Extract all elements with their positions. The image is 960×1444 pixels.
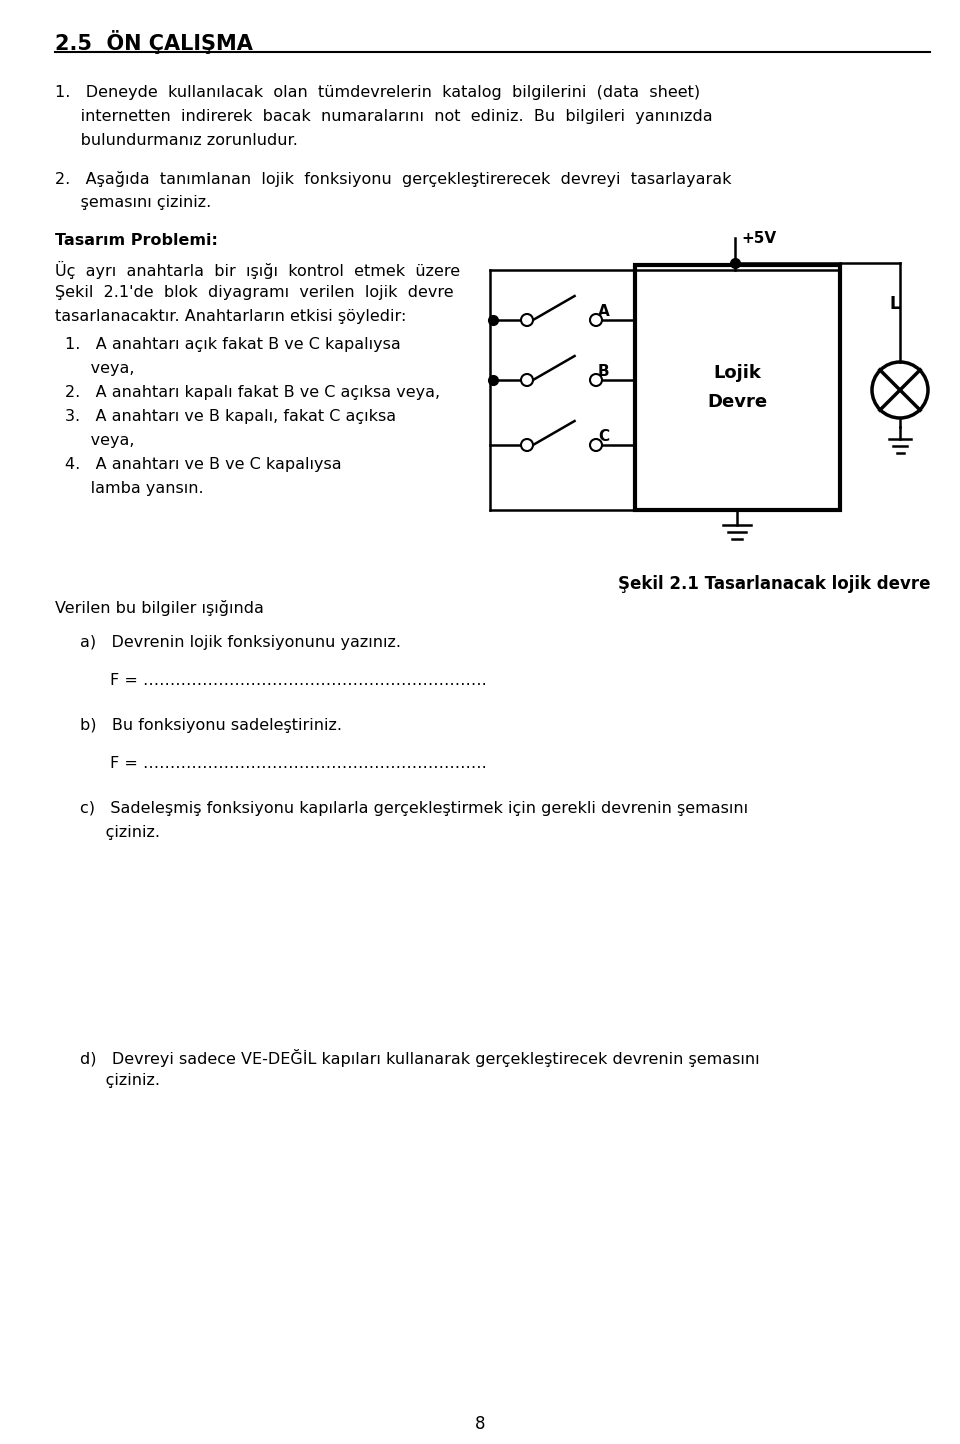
Text: Üç  ayrı  anahtarla  bir  ışığı  kontrol  etmek  üzere: Üç ayrı anahtarla bir ışığı kontrol etme…	[55, 261, 460, 279]
Text: C: C	[598, 429, 610, 443]
Text: 1.   Deneyde  kullanılacak  olan  tümdevrelerin  katalog  bilgilerini  (data  sh: 1. Deneyde kullanılacak olan tümdevreler…	[55, 85, 700, 100]
Text: veya,: veya,	[65, 361, 134, 375]
Text: çiziniz.: çiziniz.	[80, 1073, 160, 1087]
Text: a)   Devrenin lojik fonksiyonunu yazınız.: a) Devrenin lojik fonksiyonunu yazınız.	[80, 635, 401, 650]
Text: 1.   A anahtarı açık fakat B ve C kapalıysa: 1. A anahtarı açık fakat B ve C kapalıys…	[65, 336, 400, 352]
Circle shape	[521, 439, 533, 451]
Circle shape	[590, 374, 602, 386]
Circle shape	[521, 374, 533, 386]
Text: F = ……………………………………………………….: F = ……………………………………………………….	[110, 757, 487, 771]
Text: 2.   Aşağıda  tanımlanan  lojik  fonksiyonu  gerçekleştirerecek  devreyi  tasarl: 2. Aşağıda tanımlanan lojik fonksiyonu g…	[55, 170, 732, 188]
Text: A: A	[598, 305, 610, 319]
Text: L: L	[890, 295, 900, 313]
Text: b)   Bu fonksiyonu sadeleştiriniz.: b) Bu fonksiyonu sadeleştiriniz.	[80, 718, 342, 734]
Circle shape	[590, 313, 602, 326]
Text: Verilen bu bilgiler ışığında: Verilen bu bilgiler ışığında	[55, 601, 264, 617]
Text: tasarlanacaktır. Anahtarların etkisi şöyledir:: tasarlanacaktır. Anahtarların etkisi şöy…	[55, 309, 406, 323]
Text: şemasını çiziniz.: şemasını çiziniz.	[55, 195, 211, 209]
Text: Şekil 2.1 Tasarlanacak lojik devre: Şekil 2.1 Tasarlanacak lojik devre	[617, 575, 930, 593]
Text: Lojik
Devre: Lojik Devre	[708, 364, 768, 412]
Text: c)   Sadeleşmiş fonksiyonu kapılarla gerçekleştirmek için gerekli devrenin şemas: c) Sadeleşmiş fonksiyonu kapılarla gerçe…	[80, 801, 748, 816]
Text: internetten  indirerek  bacak  numaralarını  not  ediniz.  Bu  bilgileri  yanını: internetten indirerek bacak numaralarını…	[55, 108, 712, 124]
Circle shape	[590, 439, 602, 451]
Text: 4.   A anahtarı ve B ve C kapalıysa: 4. A anahtarı ve B ve C kapalıysa	[65, 456, 342, 472]
Text: veya,: veya,	[65, 433, 134, 448]
Text: d)   Devreyi sadece VE-DEĞİL kapıları kullanarak gerçekleştirecek devrenin şemas: d) Devreyi sadece VE-DEĞİL kapıları kull…	[80, 1048, 759, 1067]
Text: 8: 8	[475, 1415, 485, 1432]
Text: 2.   A anahtarı kapalı fakat B ve C açıksa veya,: 2. A anahtarı kapalı fakat B ve C açıksa…	[65, 386, 440, 400]
Text: 3.   A anahtarı ve B kapalı, fakat C açıksa: 3. A anahtarı ve B kapalı, fakat C açıks…	[65, 409, 396, 425]
Text: çiziniz.: çiziniz.	[80, 825, 160, 840]
Text: 2.5  ÖN ÇALIŞMA: 2.5 ÖN ÇALIŞMA	[55, 30, 252, 53]
Text: lamba yansın.: lamba yansın.	[65, 481, 204, 495]
Text: Şekil  2.1'de  blok  diyagramı  verilen  lojik  devre: Şekil 2.1'de blok diyagramı verilen loji…	[55, 284, 454, 300]
Text: bulundurmanız zorunludur.: bulundurmanız zorunludur.	[55, 133, 298, 147]
Text: B: B	[598, 364, 610, 378]
Bar	[635, 266, 840, 510]
Text: F = ……………………………………………………….: F = ……………………………………………………….	[110, 673, 487, 687]
Text: Tasarım Problemi:: Tasarım Problemi:	[55, 232, 218, 248]
Circle shape	[521, 313, 533, 326]
Text: +5V: +5V	[741, 231, 776, 245]
